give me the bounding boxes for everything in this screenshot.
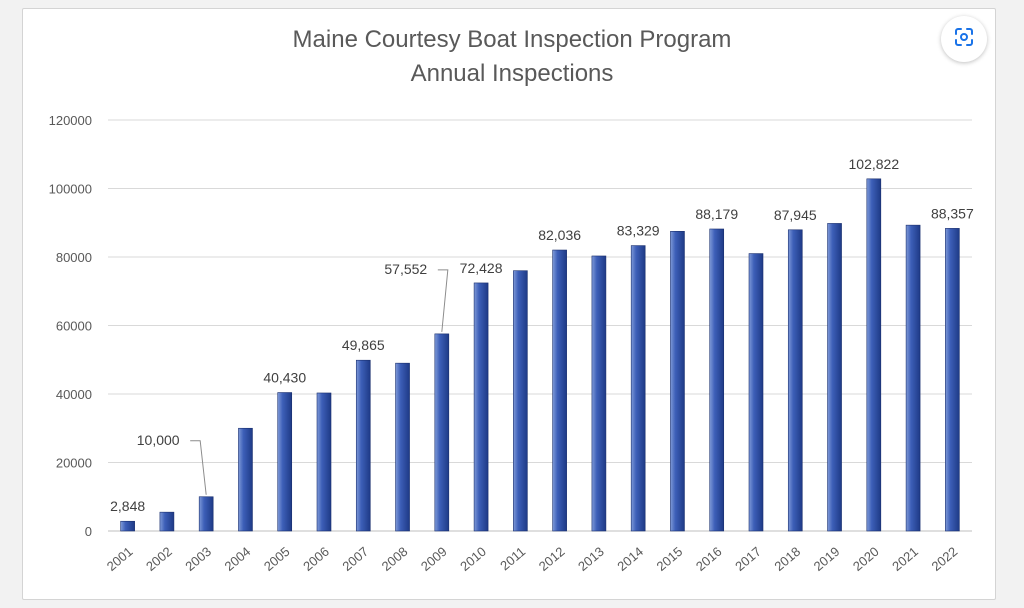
data-label: 72,428 [460,260,503,276]
lens-search-icon [952,25,976,54]
leader-line [437,269,449,332]
chart-title: Maine Courtesy Boat Inspection Program [292,26,732,53]
bar [120,520,135,532]
data-label: 2,848 [110,498,145,514]
data-label: 87,945 [774,207,817,223]
bar [709,228,725,532]
leader-line [190,440,207,495]
data-label: 40,430 [263,370,306,386]
x-tick-label: 2007 [339,544,371,574]
x-tick-label: 2013 [575,544,607,574]
data-label: 57,552 [384,261,427,277]
bar [591,255,607,532]
bar [355,359,371,532]
bar [434,333,450,532]
y-tick-label: 80000 [56,250,92,265]
x-tick-label: 2022 [928,544,960,574]
x-tick-label: 2021 [889,544,921,574]
x-tick-label: 2001 [104,544,136,574]
x-tick-label: 2015 [654,544,686,574]
x-tick-label: 2018 [771,544,803,574]
y-tick-label: 100000 [49,182,92,197]
data-label: 83,329 [617,223,660,239]
y-tick-label: 20000 [56,456,92,471]
data-label: 102,822 [849,156,900,172]
bar [159,511,175,532]
x-tick-label: 2014 [614,544,646,574]
x-tick-label: 2008 [379,544,411,574]
lens-search-button[interactable] [941,16,987,62]
data-label: 88,179 [695,206,738,222]
bar [473,282,489,532]
y-tick-label: 60000 [56,319,92,334]
bar [630,245,646,532]
x-tick-label: 2004 [222,544,254,574]
data-label: 82,036 [538,227,581,243]
bar [945,228,960,532]
y-tick-label: 0 [85,524,92,539]
bar [238,427,253,532]
bar [395,362,410,532]
bar [670,231,685,532]
bar [905,224,921,532]
x-tick-label: 2005 [261,544,293,574]
bar [787,229,803,532]
x-tick-label: 2010 [457,544,489,574]
bar [277,392,293,532]
bar [316,392,332,532]
bar [513,270,528,532]
x-tick-label: 2011 [497,544,528,573]
data-label: 88,357 [931,205,974,221]
x-tick-label: 2019 [811,544,843,574]
x-tick-label: 2003 [182,544,214,574]
data-label: 10,000 [137,432,180,448]
data-label: 49,865 [342,337,385,353]
bar [748,253,764,532]
chart-subtitle: Annual Inspections [410,60,614,87]
x-tick-label: 2006 [300,544,332,574]
x-tick-label: 2012 [536,544,568,574]
bar [552,249,567,532]
x-tick-label: 2016 [693,544,725,574]
x-tick-label: 2009 [418,544,450,574]
bar [827,223,842,532]
bar [866,178,882,532]
bar [198,496,214,532]
x-tick-label: 2020 [850,544,882,574]
y-tick-label: 40000 [56,387,92,402]
x-tick-label: 2002 [143,544,175,574]
y-tick-label: 120000 [49,113,92,128]
x-tick-label: 2017 [732,544,764,574]
